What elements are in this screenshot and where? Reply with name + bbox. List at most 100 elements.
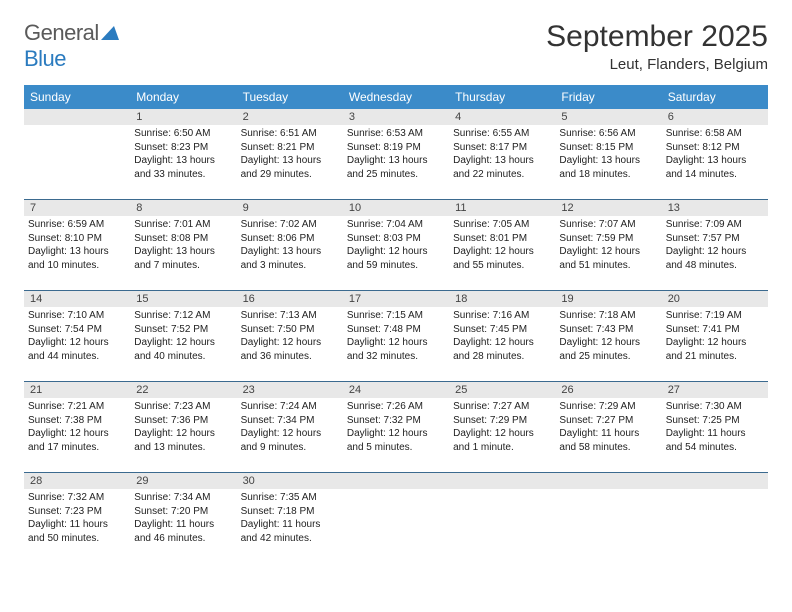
month-title: September 2025: [546, 20, 768, 54]
day-cell: Sunrise: 7:12 AMSunset: 7:52 PMDaylight:…: [130, 307, 236, 381]
cell-line: Daylight: 12 hours: [453, 336, 551, 350]
day-cell: Sunrise: 7:24 AMSunset: 7:34 PMDaylight:…: [237, 398, 343, 472]
cell-line: and 22 minutes.: [453, 168, 551, 182]
cell-line: Sunrise: 7:09 AM: [666, 218, 764, 232]
cell-line: Sunrise: 6:51 AM: [241, 127, 339, 141]
cell-line: and 25 minutes.: [559, 350, 657, 364]
day-number: 4: [449, 109, 555, 125]
cell-line: and 59 minutes.: [347, 259, 445, 273]
cell-line: Daylight: 13 hours: [241, 154, 339, 168]
cell-line: Sunset: 7:29 PM: [453, 414, 551, 428]
day-cell: Sunrise: 6:58 AMSunset: 8:12 PMDaylight:…: [662, 125, 768, 199]
cell-line: Sunrise: 7:27 AM: [453, 400, 551, 414]
day-header: Wednesday: [343, 85, 449, 109]
day-cell: Sunrise: 7:32 AMSunset: 7:23 PMDaylight:…: [24, 489, 130, 563]
cell-line: Daylight: 13 hours: [453, 154, 551, 168]
cell-line: and 5 minutes.: [347, 441, 445, 455]
logo-triangle-icon: [101, 20, 119, 46]
cell-line: Sunset: 8:01 PM: [453, 232, 551, 246]
day-number: 11: [449, 200, 555, 216]
day-cell: [343, 489, 449, 563]
day-cell: Sunrise: 7:18 AMSunset: 7:43 PMDaylight:…: [555, 307, 661, 381]
cell-line: Daylight: 12 hours: [134, 336, 232, 350]
logo-part1: General: [24, 20, 99, 45]
logo-text: GeneralBlue: [24, 20, 119, 72]
cell-line: and 17 minutes.: [28, 441, 126, 455]
day-cell: Sunrise: 7:05 AMSunset: 8:01 PMDaylight:…: [449, 216, 555, 290]
cell-line: and 51 minutes.: [559, 259, 657, 273]
cell-line: Sunset: 7:45 PM: [453, 323, 551, 337]
day-number: 27: [662, 382, 768, 398]
day-cell: [24, 125, 130, 199]
day-number: [343, 473, 449, 489]
day-header: Saturday: [662, 85, 768, 109]
cell-line: Sunset: 7:27 PM: [559, 414, 657, 428]
cell-line: Daylight: 12 hours: [559, 336, 657, 350]
day-header: Thursday: [449, 85, 555, 109]
cell-line: and 40 minutes.: [134, 350, 232, 364]
cell-line: Sunset: 8:12 PM: [666, 141, 764, 155]
cell-line: Sunset: 8:23 PM: [134, 141, 232, 155]
day-number: 13: [662, 200, 768, 216]
day-number: 29: [130, 473, 236, 489]
cell-line: and 21 minutes.: [666, 350, 764, 364]
cell-line: Sunrise: 7:10 AM: [28, 309, 126, 323]
cell-line: Sunrise: 7:13 AM: [241, 309, 339, 323]
day-number: 24: [343, 382, 449, 398]
cell-line: Sunrise: 7:16 AM: [453, 309, 551, 323]
cell-line: Sunset: 8:08 PM: [134, 232, 232, 246]
calendar: Sunday Monday Tuesday Wednesday Thursday…: [24, 85, 768, 563]
day-cell: Sunrise: 7:02 AMSunset: 8:06 PMDaylight:…: [237, 216, 343, 290]
day-cell: [555, 489, 661, 563]
day-cell: Sunrise: 6:53 AMSunset: 8:19 PMDaylight:…: [343, 125, 449, 199]
cell-line: and 13 minutes.: [134, 441, 232, 455]
daynum-row: 21222324252627: [24, 382, 768, 398]
day-number: [24, 109, 130, 125]
day-number: 9: [237, 200, 343, 216]
cell-line: and 50 minutes.: [28, 532, 126, 546]
cell-line: and 42 minutes.: [241, 532, 339, 546]
cell-line: Sunset: 7:57 PM: [666, 232, 764, 246]
cell-line: Daylight: 11 hours: [241, 518, 339, 532]
day-number: 23: [237, 382, 343, 398]
cell-line: Daylight: 12 hours: [453, 427, 551, 441]
cell-line: Sunrise: 6:55 AM: [453, 127, 551, 141]
cell-line: Sunrise: 7:12 AM: [134, 309, 232, 323]
cell-line: Daylight: 13 hours: [347, 154, 445, 168]
day-cell: Sunrise: 7:21 AMSunset: 7:38 PMDaylight:…: [24, 398, 130, 472]
cell-line: Daylight: 11 hours: [666, 427, 764, 441]
cell-line: Daylight: 13 hours: [134, 154, 232, 168]
daynum-row: 14151617181920: [24, 291, 768, 307]
cell-line: and 9 minutes.: [241, 441, 339, 455]
cell-line: and 3 minutes.: [241, 259, 339, 273]
logo: GeneralBlue: [24, 20, 119, 72]
week-row: Sunrise: 6:50 AMSunset: 8:23 PMDaylight:…: [24, 125, 768, 200]
day-cell: Sunrise: 6:50 AMSunset: 8:23 PMDaylight:…: [130, 125, 236, 199]
cell-line: Sunrise: 6:56 AM: [559, 127, 657, 141]
cell-line: Sunset: 7:41 PM: [666, 323, 764, 337]
day-cell: Sunrise: 7:15 AMSunset: 7:48 PMDaylight:…: [343, 307, 449, 381]
day-header: Friday: [555, 85, 661, 109]
day-header: Monday: [130, 85, 236, 109]
cell-line: Daylight: 13 hours: [241, 245, 339, 259]
location: Leut, Flanders, Belgium: [546, 56, 768, 73]
day-cell: Sunrise: 7:19 AMSunset: 7:41 PMDaylight:…: [662, 307, 768, 381]
cell-line: Sunrise: 6:58 AM: [666, 127, 764, 141]
day-number: 6: [662, 109, 768, 125]
cell-line: Sunset: 8:21 PM: [241, 141, 339, 155]
cell-line: Sunset: 7:50 PM: [241, 323, 339, 337]
cell-line: Sunset: 7:32 PM: [347, 414, 445, 428]
day-cell: Sunrise: 6:55 AMSunset: 8:17 PMDaylight:…: [449, 125, 555, 199]
day-cell: Sunrise: 7:16 AMSunset: 7:45 PMDaylight:…: [449, 307, 555, 381]
day-number: 19: [555, 291, 661, 307]
day-cell: Sunrise: 7:10 AMSunset: 7:54 PMDaylight:…: [24, 307, 130, 381]
cell-line: Sunset: 7:43 PM: [559, 323, 657, 337]
logo-part2: Blue: [24, 46, 66, 71]
cell-line: Daylight: 12 hours: [666, 245, 764, 259]
cell-line: Daylight: 11 hours: [28, 518, 126, 532]
cell-line: and 58 minutes.: [559, 441, 657, 455]
cell-line: Sunrise: 7:29 AM: [559, 400, 657, 414]
cell-line: and 48 minutes.: [666, 259, 764, 273]
daynum-row: 282930: [24, 473, 768, 489]
cell-line: Sunrise: 6:50 AM: [134, 127, 232, 141]
